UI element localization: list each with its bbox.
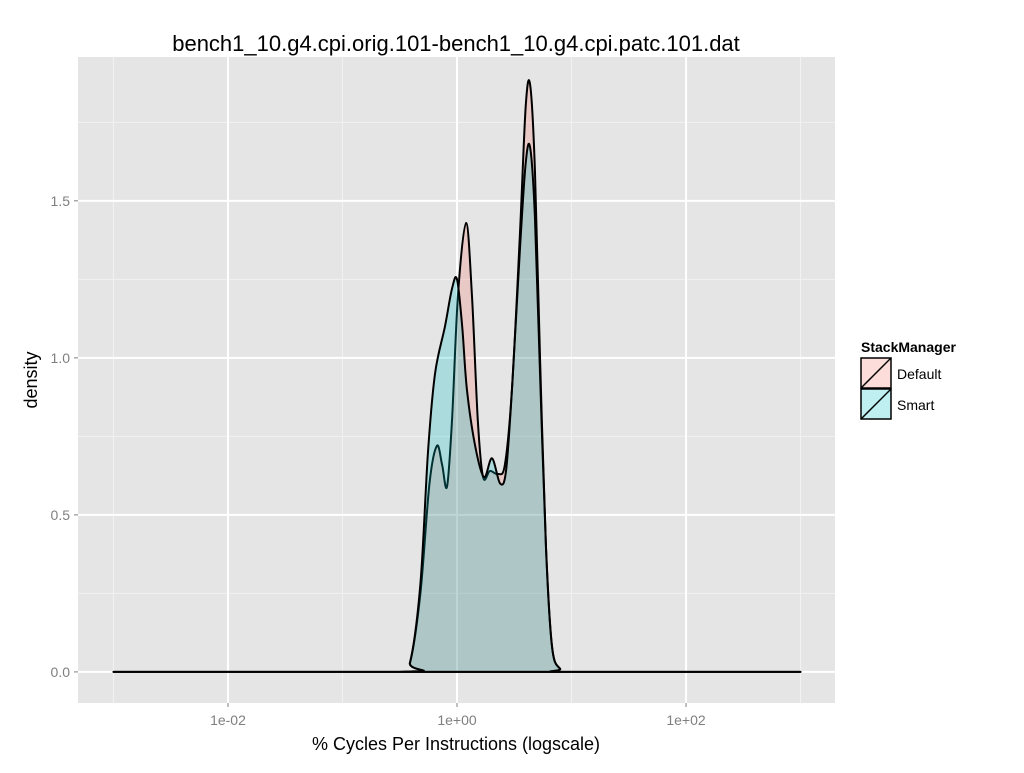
y-tick-label: 0.5	[51, 507, 71, 523]
y-tick-label: 1.5	[51, 193, 71, 209]
legend-key-diagonal	[860, 357, 892, 389]
x-axis-label: % Cycles Per Instructions (logscale)	[312, 734, 600, 754]
legend: StackManager Default Smart	[860, 339, 956, 420]
density-area-smart	[112, 142, 802, 673]
legend-item-smart: Smart	[860, 388, 934, 420]
legend-label: Default	[897, 366, 941, 382]
density-series	[112, 79, 802, 673]
y-axis-label: density	[21, 351, 41, 408]
y-axis: 0.0 0.5 1.0 1.5	[51, 193, 78, 680]
x-tick-label: 1e-02	[210, 712, 246, 728]
x-tick-label: 1e+02	[666, 712, 706, 728]
y-tick-label: 1.0	[51, 350, 71, 366]
gridlines	[78, 57, 835, 703]
x-axis: 1e-02 1e+00 1e+02	[210, 703, 706, 728]
chart-title: bench1_10.g4.cpi.orig.101-bench1_10.g4.c…	[172, 31, 740, 56]
x-tick-label: 1e+00	[437, 712, 477, 728]
y-tick-label: 0.0	[51, 664, 71, 680]
legend-label: Smart	[897, 397, 934, 413]
legend-item-default: Default	[860, 357, 941, 389]
legend-key-diagonal	[860, 388, 892, 420]
legend-title: StackManager	[861, 339, 956, 355]
